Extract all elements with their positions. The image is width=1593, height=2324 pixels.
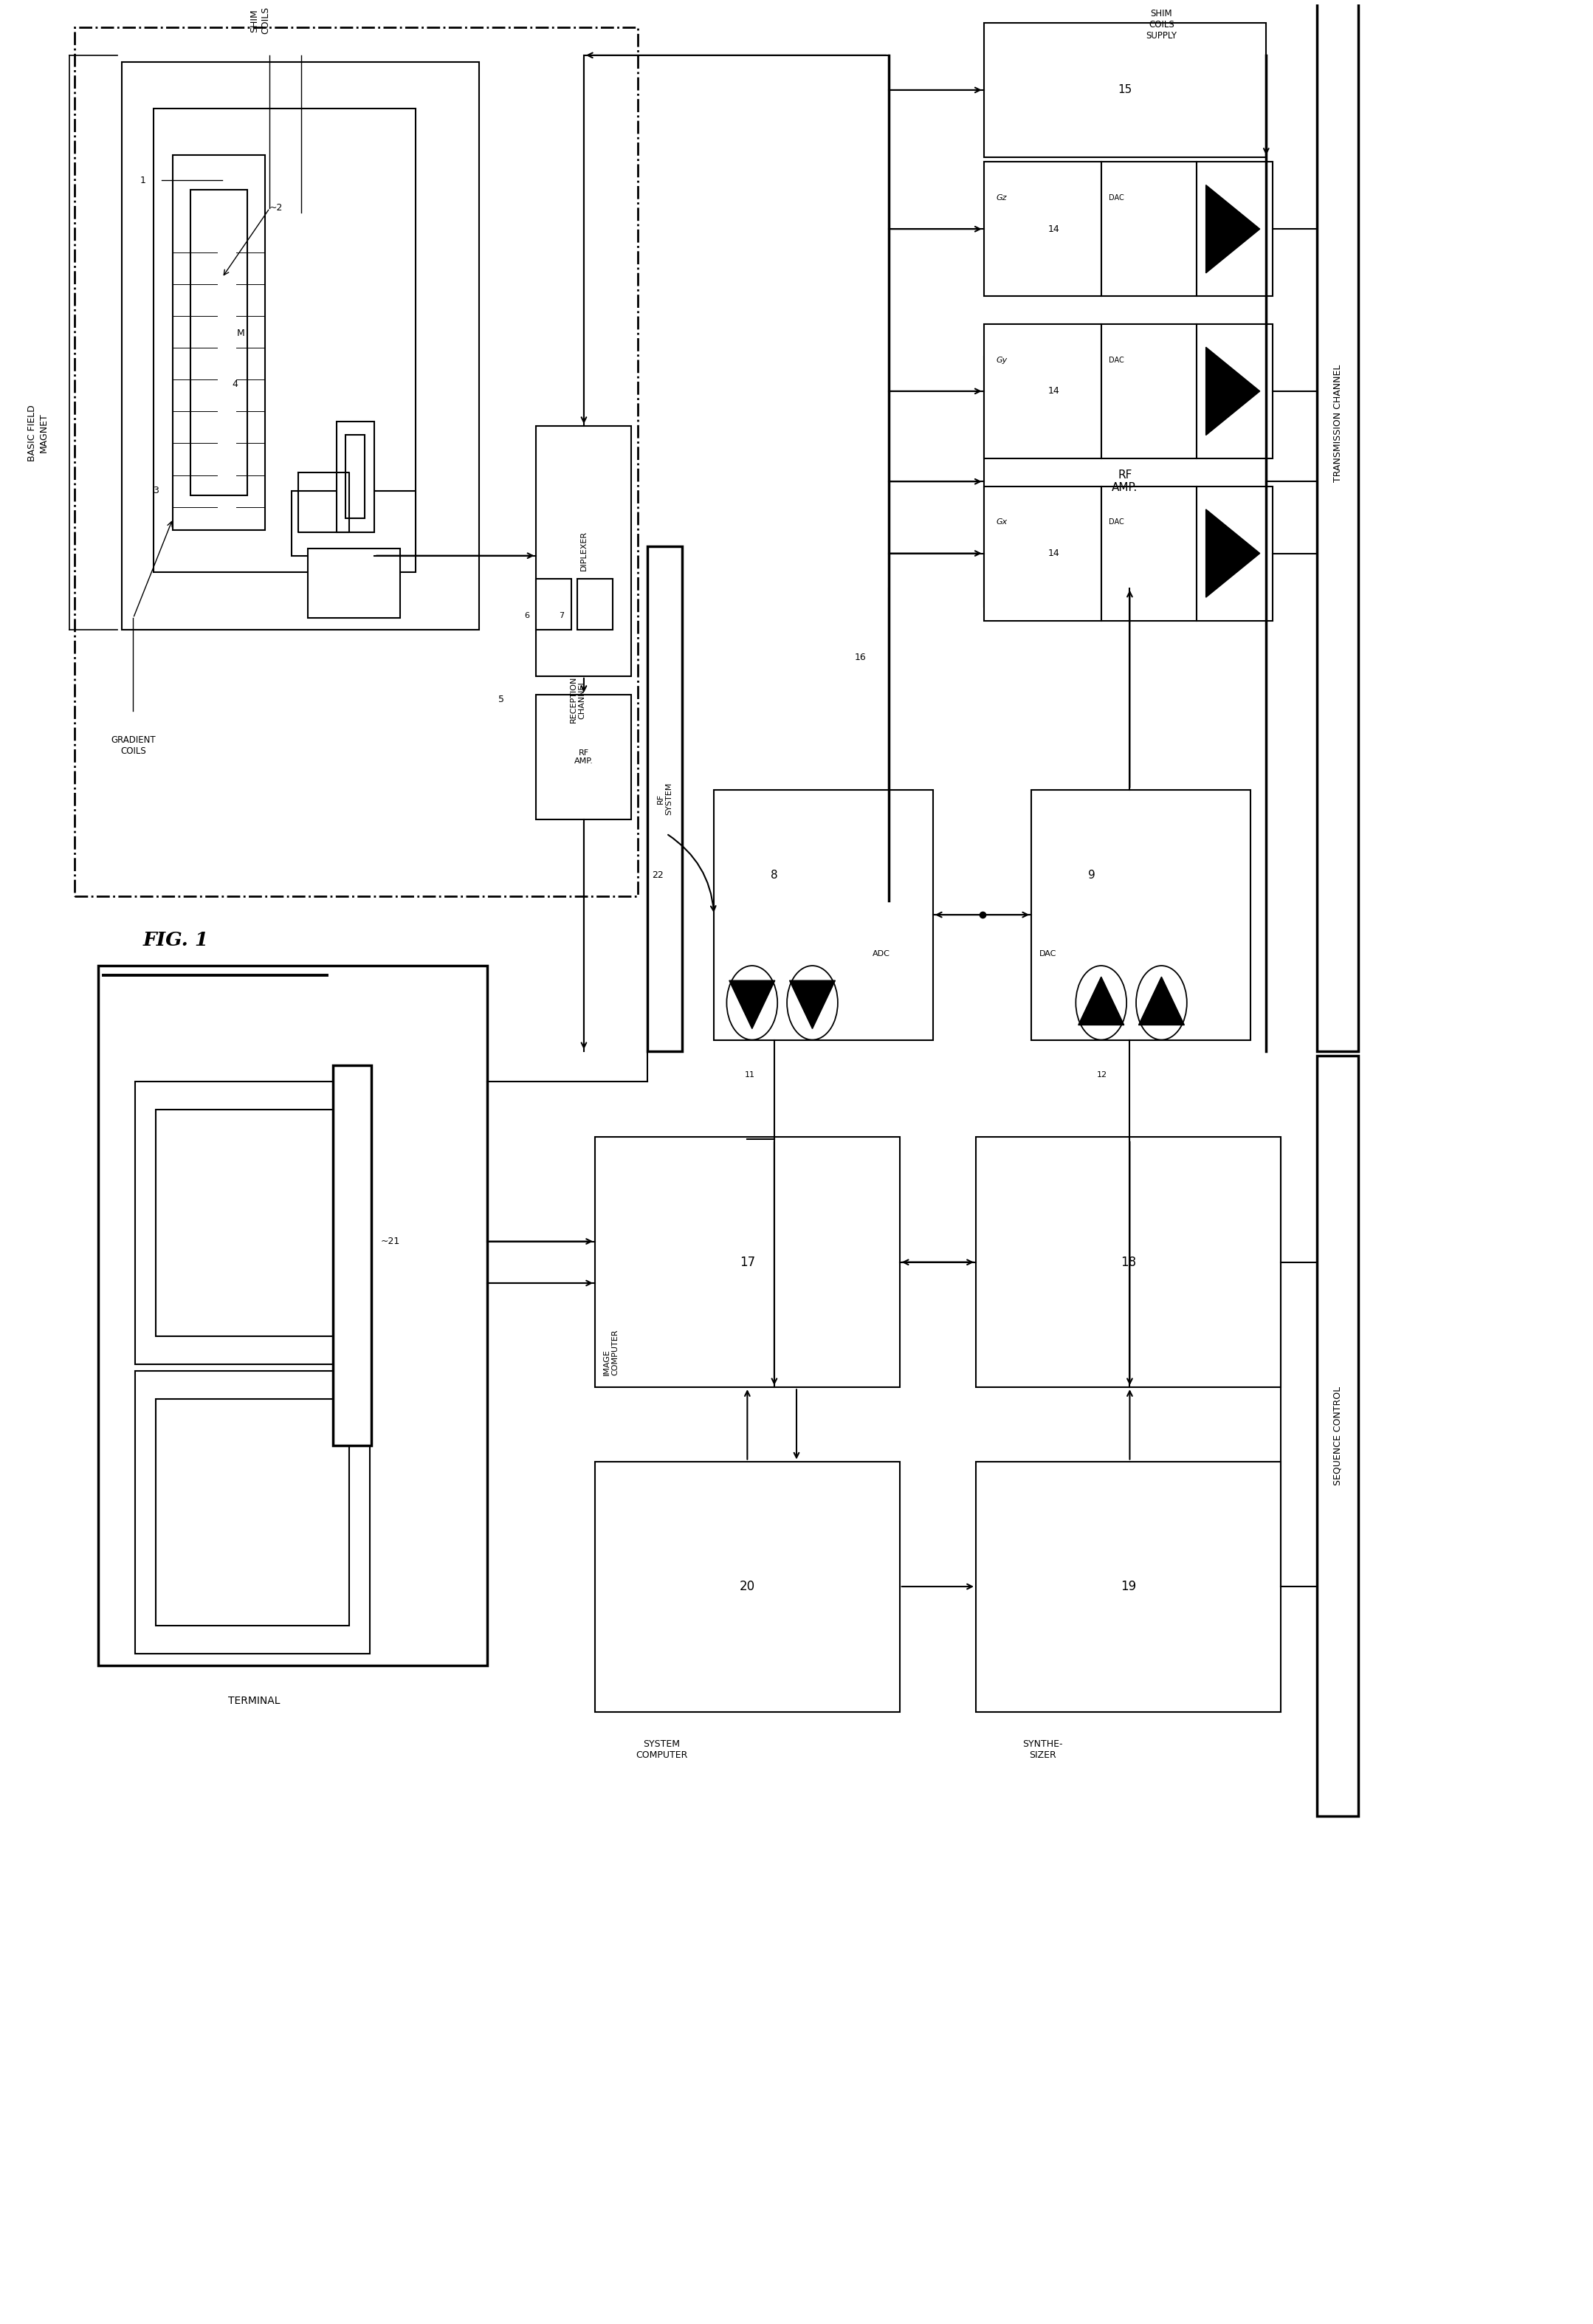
Bar	[307, 548, 400, 618]
Text: 4: 4	[233, 379, 237, 388]
Text: FIG. 1: FIG. 1	[143, 932, 209, 951]
Text: 7: 7	[559, 611, 564, 621]
Text: SHIM
COILS
SUPPLY: SHIM COILS SUPPLY	[1145, 9, 1177, 42]
Text: IMAGE
COMPUTER: IMAGE COMPUTER	[602, 1329, 618, 1376]
Polygon shape	[790, 981, 835, 1030]
Text: RECEPTION
CHANNEL: RECEPTION CHANNEL	[570, 676, 586, 723]
Text: 1: 1	[140, 177, 145, 186]
Bar	[292, 490, 416, 555]
Text: 3: 3	[153, 486, 158, 495]
Polygon shape	[1206, 186, 1260, 272]
Polygon shape	[730, 981, 774, 1030]
Bar	[984, 323, 1101, 458]
Text: DAC: DAC	[1109, 356, 1125, 365]
Bar	[155, 109, 416, 572]
Bar	[1317, 1055, 1359, 1815]
Bar	[594, 1462, 900, 1713]
Text: M: M	[237, 328, 245, 337]
Text: TERMINAL: TERMINAL	[228, 1697, 280, 1706]
Text: 22: 22	[652, 872, 663, 881]
Bar	[647, 546, 682, 1050]
Text: ~21: ~21	[381, 1236, 400, 1246]
Bar	[174, 156, 264, 530]
Bar	[984, 356, 1266, 607]
Bar	[537, 425, 631, 676]
Text: 11: 11	[746, 1071, 755, 1078]
Bar	[984, 486, 1101, 621]
Bar	[984, 23, 1266, 158]
Bar	[346, 435, 365, 518]
Polygon shape	[1078, 976, 1125, 1025]
Bar	[594, 1136, 900, 1387]
Text: 15: 15	[1118, 84, 1133, 95]
Bar	[578, 579, 612, 630]
Bar	[1196, 323, 1273, 458]
Bar	[123, 63, 479, 630]
Bar	[156, 1109, 349, 1336]
Text: Gz: Gz	[997, 195, 1007, 202]
Bar	[1317, 0, 1359, 1050]
Bar	[135, 1081, 370, 1364]
Text: 16: 16	[855, 653, 867, 662]
Bar	[99, 967, 487, 1666]
Bar	[977, 1462, 1281, 1713]
Text: 5: 5	[499, 695, 505, 704]
Bar	[537, 695, 631, 820]
Polygon shape	[1206, 346, 1260, 435]
Text: ADC: ADC	[873, 951, 890, 957]
Text: 8: 8	[771, 869, 777, 881]
Text: DAC: DAC	[1109, 195, 1125, 202]
Text: SHIM
COILS: SHIM COILS	[250, 7, 271, 35]
Text: 19: 19	[1120, 1580, 1136, 1594]
Text: 14: 14	[1048, 223, 1059, 235]
Text: 17: 17	[739, 1255, 755, 1269]
Text: RF
AMP.: RF AMP.	[1112, 469, 1137, 493]
Text: 14: 14	[1048, 386, 1059, 395]
Bar	[1101, 486, 1196, 621]
Text: DAC: DAC	[1109, 518, 1125, 525]
Polygon shape	[1139, 976, 1184, 1025]
Bar	[1101, 163, 1196, 295]
Bar	[984, 163, 1101, 295]
Bar	[156, 1399, 349, 1627]
Text: ~2: ~2	[269, 205, 284, 214]
Bar	[977, 1136, 1281, 1387]
Text: 6: 6	[524, 611, 529, 621]
Bar	[336, 421, 374, 532]
Text: BASIC FIELD
MAGNET: BASIC FIELD MAGNET	[27, 404, 48, 460]
Text: 20: 20	[739, 1580, 755, 1594]
Text: SYNTHE-
SIZER: SYNTHE- SIZER	[1023, 1738, 1063, 1759]
Bar	[1196, 486, 1273, 621]
Bar	[1196, 163, 1273, 295]
Bar	[1031, 790, 1251, 1039]
Text: SEQUENCE CONTROL: SEQUENCE CONTROL	[1333, 1387, 1343, 1485]
Text: Gx: Gx	[997, 518, 1008, 525]
Text: SYSTEM
COMPUTER: SYSTEM COMPUTER	[636, 1738, 688, 1759]
Bar	[135, 1371, 370, 1655]
Text: 12: 12	[1098, 1071, 1107, 1078]
Bar	[75, 28, 637, 897]
Text: RF
SYSTEM: RF SYSTEM	[656, 783, 672, 816]
Text: DAC: DAC	[1039, 951, 1056, 957]
Bar	[537, 579, 572, 630]
Polygon shape	[1206, 509, 1260, 597]
Text: GRADIENT
COILS: GRADIENT COILS	[112, 734, 156, 755]
Text: DIPLEXER: DIPLEXER	[580, 532, 588, 572]
Text: 14: 14	[1048, 548, 1059, 558]
Text: Gy: Gy	[997, 356, 1008, 365]
Text: TRANSMISSION CHANNEL: TRANSMISSION CHANNEL	[1333, 365, 1343, 483]
Bar	[1101, 323, 1196, 458]
Text: RF
AMP.: RF AMP.	[575, 748, 594, 765]
Bar	[714, 790, 933, 1039]
Text: 9: 9	[1088, 869, 1096, 881]
Bar	[190, 191, 247, 495]
Bar	[333, 1064, 371, 1446]
Text: 18: 18	[1120, 1255, 1136, 1269]
